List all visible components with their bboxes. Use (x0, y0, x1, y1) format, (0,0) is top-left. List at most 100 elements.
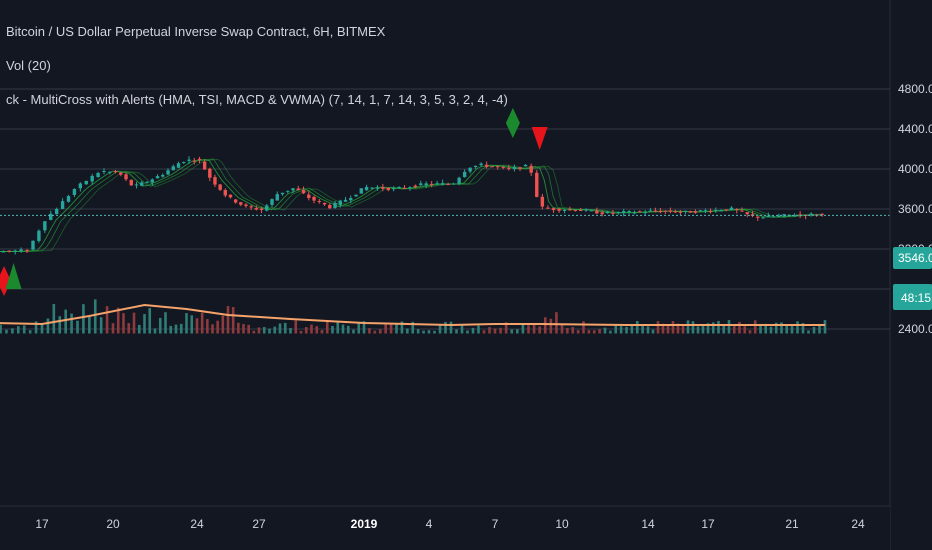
candle-body (145, 181, 149, 183)
volume-bar (433, 330, 436, 334)
candle-body (698, 210, 703, 212)
volume-bar (471, 327, 475, 334)
y-tick-label: 4800.0 (898, 82, 932, 96)
candle-body (683, 210, 688, 212)
candle-body (663, 210, 668, 212)
last-price-badge-text: 3546.0 (898, 251, 932, 265)
x-tick-label: 17 (35, 517, 49, 531)
candle-body (49, 213, 53, 220)
x-tick-label: 2019 (351, 517, 378, 531)
volume-bar (273, 326, 277, 334)
x-tick-label: 14 (641, 517, 655, 531)
candle-body (312, 196, 316, 201)
candle-body (124, 174, 128, 180)
candle-body (72, 189, 77, 195)
volume-bar (566, 328, 569, 334)
candle-body (632, 212, 637, 214)
y-tick-label: 4000.0 (898, 162, 932, 176)
volume-bar (216, 320, 219, 334)
signal-triangle-up-green (5, 263, 22, 289)
candle-body (391, 188, 396, 190)
volume-bar (482, 330, 486, 334)
candle-body (208, 168, 212, 178)
candle-body (19, 249, 23, 252)
candle-body (228, 194, 233, 198)
volume-bar (268, 328, 271, 334)
candle-body (296, 188, 300, 191)
volume-bar (283, 322, 287, 334)
volume-bar (231, 307, 235, 334)
candle-body (724, 209, 728, 211)
volume-bar (676, 323, 680, 334)
y-tick-label: 2400.0 (898, 322, 932, 336)
volume-bar (598, 328, 601, 334)
volume-bar (378, 329, 382, 334)
candle-body (102, 171, 106, 173)
volume-bar (52, 303, 56, 334)
volume-bar (532, 324, 536, 334)
volume-bar (641, 325, 644, 334)
x-tick-label: 24 (190, 517, 204, 531)
volume-bar (76, 320, 79, 334)
volume-bar (516, 329, 519, 334)
volume-bar (701, 325, 705, 334)
candle-body (653, 210, 658, 212)
candle-body (719, 210, 723, 212)
volume-bar (122, 313, 125, 334)
volume-bar (389, 323, 393, 334)
volume-bar (294, 320, 298, 334)
last-price-badge: 3546.0 (893, 247, 932, 269)
candle-body (589, 210, 594, 212)
volume-bar (543, 317, 547, 334)
candle-body (113, 171, 118, 173)
candle-body (328, 205, 332, 209)
volume-bar (769, 326, 773, 334)
volume-bar (17, 326, 20, 334)
indicator-ribbons (0, 158, 823, 252)
volume-bar (549, 318, 553, 334)
volume-bar (764, 323, 768, 334)
volume-bar (666, 325, 670, 334)
volume-bar (444, 321, 447, 334)
volume-ma-path (0, 303, 825, 327)
candle-body (688, 211, 693, 213)
candle-body (349, 198, 353, 201)
volume-bar (143, 314, 146, 334)
volume-bar (656, 321, 660, 334)
candle-body (693, 211, 698, 213)
volume-bar (315, 326, 319, 334)
volume-bar (696, 326, 700, 334)
candle-body (1, 251, 6, 253)
volume-bar (242, 323, 245, 334)
candle-body (440, 183, 445, 185)
candle-body (129, 179, 133, 186)
candle-body (435, 183, 439, 185)
x-tick-label: 27 (252, 517, 266, 531)
candle-body (286, 190, 290, 192)
candle-body (161, 175, 165, 177)
volume-bar (416, 329, 420, 334)
candle-body (119, 172, 123, 175)
candle-body (244, 204, 248, 207)
candle-body (546, 207, 550, 209)
signal-triangle-down-red (531, 127, 548, 150)
candle-body (223, 190, 228, 196)
candle-body (182, 161, 186, 163)
x-axis[interactable]: 17 20 24 27 2019 4 7 10 14 17 21 24 (35, 517, 865, 531)
candle-body (766, 215, 770, 217)
candle-body (166, 170, 170, 175)
volume-bar (64, 309, 67, 334)
volume-bar (646, 326, 650, 334)
volume-bar (11, 328, 14, 334)
candle-body (595, 210, 599, 214)
volume-bar (587, 330, 591, 334)
volume-bar (247, 324, 250, 334)
candle-body (343, 199, 348, 202)
candle-body (451, 183, 456, 185)
volume-bar (164, 312, 167, 334)
volume-bar (373, 330, 377, 334)
volume-bar (299, 330, 303, 334)
volume-bar (732, 324, 736, 334)
volume-bar (400, 321, 404, 334)
